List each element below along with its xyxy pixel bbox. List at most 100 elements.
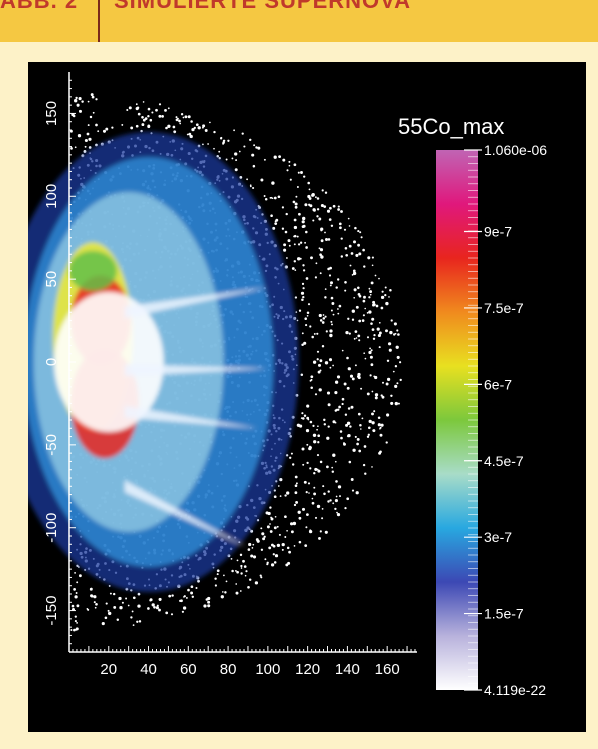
particle — [90, 587, 93, 590]
particle — [182, 606, 187, 610]
jet-streak — [124, 405, 258, 429]
particle — [308, 492, 310, 494]
particle — [86, 132, 90, 136]
particle — [125, 597, 128, 600]
particle — [131, 610, 134, 613]
particle — [281, 548, 284, 551]
particle — [187, 115, 191, 119]
particle — [234, 152, 238, 156]
particle — [176, 117, 179, 120]
particle — [362, 248, 365, 252]
particle — [140, 129, 143, 133]
x-tick-label: 140 — [335, 661, 360, 678]
particle — [260, 178, 264, 182]
particle — [313, 472, 316, 475]
particle — [302, 463, 305, 466]
particle — [341, 402, 344, 406]
particle — [324, 191, 328, 194]
particle — [357, 286, 360, 290]
particle — [319, 530, 322, 533]
particle — [348, 460, 352, 464]
particle — [359, 231, 362, 234]
particle — [297, 510, 301, 514]
particle — [334, 499, 338, 503]
particle — [153, 605, 156, 609]
particle — [304, 544, 308, 547]
particle — [111, 126, 114, 129]
particle — [344, 281, 347, 284]
particle — [359, 424, 362, 427]
particle — [216, 569, 220, 573]
particle — [373, 410, 376, 413]
particle — [292, 200, 296, 204]
particle — [284, 230, 288, 234]
particle — [293, 218, 297, 222]
particle — [191, 127, 195, 132]
particle — [309, 467, 312, 470]
particle — [230, 558, 233, 560]
particle — [87, 608, 90, 611]
particle — [234, 569, 237, 572]
particle — [288, 164, 291, 167]
particle — [298, 309, 302, 312]
particle — [319, 460, 323, 464]
particle — [214, 584, 218, 587]
particle — [244, 574, 247, 577]
particle — [84, 138, 88, 143]
particle — [284, 494, 287, 497]
particle — [293, 545, 296, 547]
particle — [207, 143, 209, 145]
particle — [356, 437, 360, 441]
particle — [390, 394, 393, 398]
particle — [327, 490, 330, 493]
particle — [312, 360, 317, 364]
particle — [350, 478, 354, 481]
particle — [235, 591, 239, 595]
colorbar-tick-labels: 1.060e-06 9e-7 7.5e-7 6e-7 4.5e-7 3e-7 1.5e-7 4… — [464, 142, 547, 698]
particle — [387, 342, 392, 346]
particle — [337, 205, 340, 208]
particle — [321, 189, 324, 192]
particle — [225, 580, 228, 583]
particle — [339, 226, 342, 230]
particle — [171, 594, 174, 597]
particle — [363, 265, 366, 268]
particle — [165, 611, 169, 615]
particle — [358, 339, 361, 342]
particle — [179, 599, 182, 603]
particle — [274, 554, 279, 558]
particle — [285, 563, 289, 567]
particle — [343, 382, 347, 386]
particle — [90, 93, 94, 97]
particle — [332, 420, 336, 424]
particle — [304, 241, 307, 244]
particle — [266, 561, 269, 564]
colorbar-tick-label: 9e-7 — [484, 224, 512, 240]
particle — [218, 157, 221, 160]
particle — [399, 378, 402, 382]
particle — [186, 133, 189, 136]
particle — [254, 581, 259, 585]
particle — [319, 369, 322, 372]
particle — [357, 243, 360, 247]
particle — [269, 523, 271, 525]
particle — [385, 301, 389, 306]
particle — [337, 308, 339, 310]
particle — [356, 442, 359, 446]
particle — [354, 226, 357, 230]
particle — [277, 485, 280, 487]
particle — [327, 267, 330, 271]
particle — [284, 265, 288, 269]
particle — [394, 384, 398, 388]
particle — [345, 423, 349, 427]
green-lobe-blob — [68, 250, 117, 291]
y-tick-label: 0 — [43, 358, 60, 366]
particle — [298, 540, 302, 544]
particle — [151, 111, 154, 114]
particle — [344, 506, 347, 510]
particle — [248, 542, 252, 547]
x-tick-label: 40 — [140, 661, 157, 678]
particle — [293, 225, 298, 230]
particle — [369, 374, 372, 377]
y-tick-label: 100 — [43, 184, 60, 209]
